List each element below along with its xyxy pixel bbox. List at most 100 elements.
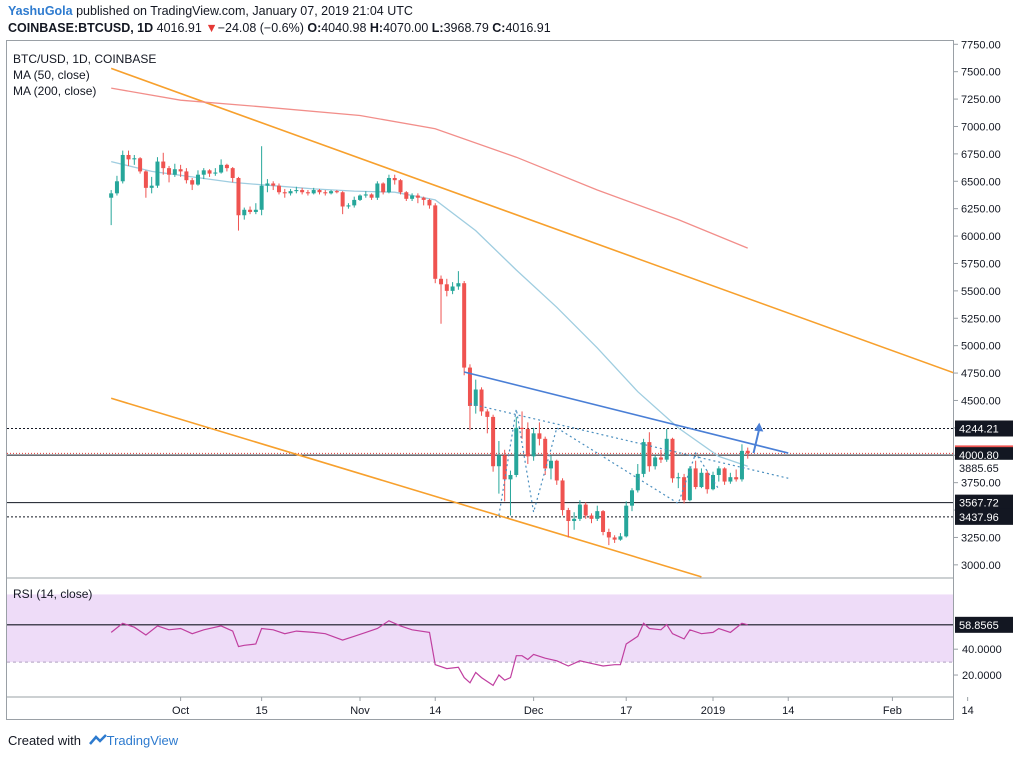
rsi-line bbox=[110, 620, 748, 687]
price-axis-tick-12: 4750.00 bbox=[961, 368, 1001, 380]
breakout-arrow-icon bbox=[754, 422, 764, 432]
candle-body-47 bbox=[381, 183, 386, 193]
price-axis-tick-6: 6250.00 bbox=[961, 204, 1001, 216]
candle-body-58 bbox=[444, 284, 449, 291]
price-axis-tick-10: 5250.00 bbox=[961, 313, 1001, 325]
candle-body-57 bbox=[439, 278, 444, 285]
price-label-5: 3437.96 bbox=[959, 512, 999, 524]
candle-body-1 bbox=[114, 181, 119, 194]
rsi-last-label-bg bbox=[955, 616, 1013, 633]
close-value: 4016.91 bbox=[505, 21, 551, 35]
candle-body-54 bbox=[421, 197, 426, 200]
candle-body-77 bbox=[554, 460, 559, 481]
candle-body-102 bbox=[699, 472, 704, 488]
candle-body-34 bbox=[305, 192, 310, 194]
candle-body-89 bbox=[624, 505, 629, 537]
low-label: L: bbox=[431, 21, 444, 35]
high-label: H: bbox=[369, 21, 384, 35]
candle-body-5 bbox=[138, 158, 143, 172]
candle-body-0 bbox=[109, 193, 114, 198]
time-axis-tick-2: Nov bbox=[350, 705, 370, 717]
candle-body-25 bbox=[253, 209, 258, 212]
candle-body-67 bbox=[496, 455, 501, 467]
candle-body-40 bbox=[340, 192, 345, 207]
candle-body-73 bbox=[531, 433, 536, 457]
candle-body-76 bbox=[548, 460, 553, 469]
candle-body-109 bbox=[739, 450, 744, 480]
candle-body-26 bbox=[259, 185, 264, 210]
candle-body-108 bbox=[734, 477, 739, 480]
candle-body-45 bbox=[369, 194, 374, 198]
price-label-0: 4244.21 bbox=[959, 423, 999, 435]
candle-body-101 bbox=[693, 468, 698, 488]
candle-body-82 bbox=[583, 504, 588, 516]
upper-channel-line bbox=[110, 67, 953, 374]
candle-body-66 bbox=[491, 416, 496, 467]
candle-body-42 bbox=[352, 199, 357, 206]
close-label: C: bbox=[492, 21, 506, 35]
price-label-bg-4 bbox=[955, 494, 1013, 511]
candle-body-110 bbox=[745, 450, 750, 454]
candle-body-75 bbox=[543, 438, 548, 469]
price-axis-tick-3: 7000.00 bbox=[961, 121, 1001, 133]
candle-body-99 bbox=[682, 477, 687, 501]
candle-body-21 bbox=[230, 168, 235, 178]
candle-body-104 bbox=[711, 474, 716, 490]
candle-body-37 bbox=[323, 192, 328, 194]
candle-body-39 bbox=[334, 191, 339, 193]
candle-body-52 bbox=[410, 195, 415, 199]
candle-body-84 bbox=[595, 511, 600, 519]
rsi-axis-tick-0: 40.0000 bbox=[962, 644, 1002, 656]
time-axis-tick-0: Oct bbox=[172, 705, 189, 717]
candle-body-32 bbox=[294, 190, 299, 192]
chart-frame bbox=[6, 40, 954, 720]
candle-body-90 bbox=[629, 490, 634, 506]
time-axis-tick-1: 15 bbox=[256, 705, 268, 717]
high-value: 4070.00 bbox=[383, 21, 429, 35]
tradingview-brand[interactable]: TradingView bbox=[106, 733, 179, 748]
candle-body-11 bbox=[172, 169, 177, 175]
candle-body-35 bbox=[311, 190, 316, 194]
price-label-3: 3885.65 bbox=[959, 463, 999, 475]
created-with-text: Created with bbox=[8, 733, 81, 748]
candle-body-53 bbox=[415, 195, 420, 198]
candle-body-27 bbox=[265, 183, 270, 186]
price-axis-tick-11: 5000.00 bbox=[961, 341, 1001, 353]
rsi-axis-tick-1: 20.0000 bbox=[962, 670, 1002, 682]
candle-body-78 bbox=[560, 480, 565, 511]
candle-body-91 bbox=[635, 473, 640, 491]
time-axis-tick-8: Feb bbox=[883, 705, 902, 717]
time-axis-tick-5: 17 bbox=[620, 705, 632, 717]
candle-body-80 bbox=[572, 518, 577, 522]
candle-body-50 bbox=[398, 180, 403, 193]
candle-body-14 bbox=[190, 180, 195, 185]
price-axis-tick-4: 6750.00 bbox=[961, 149, 1001, 161]
candle-body-6 bbox=[143, 171, 148, 188]
candle-body-71 bbox=[520, 427, 525, 429]
resistance-trendline bbox=[463, 371, 789, 454]
candle-body-69 bbox=[508, 474, 513, 480]
candle-body-103 bbox=[705, 472, 710, 490]
candle-body-46 bbox=[375, 183, 380, 198]
candle-body-100 bbox=[687, 468, 692, 501]
price-label-2: 4000.80 bbox=[959, 450, 999, 462]
dotted-wave-pattern bbox=[498, 409, 720, 516]
time-axis-tick-4: Dec bbox=[524, 705, 544, 717]
price-axis-tick-2: 7250.00 bbox=[961, 94, 1001, 106]
candle-body-16 bbox=[201, 170, 206, 175]
candle-body-3 bbox=[126, 154, 131, 160]
candle-body-60 bbox=[456, 283, 461, 287]
candle-body-64 bbox=[479, 389, 484, 412]
candle-body-107 bbox=[728, 477, 733, 482]
candle-body-48 bbox=[386, 177, 391, 193]
author-link[interactable]: YashuGola bbox=[8, 4, 73, 18]
candle-body-29 bbox=[276, 185, 281, 193]
candle-body-30 bbox=[282, 192, 287, 194]
candle-body-36 bbox=[317, 190, 322, 193]
candle-body-55 bbox=[427, 199, 432, 206]
candle-body-20 bbox=[224, 164, 229, 169]
candle-body-2 bbox=[120, 154, 125, 182]
candle-body-72 bbox=[525, 428, 530, 457]
price-axis-tick-7: 6000.00 bbox=[961, 231, 1001, 243]
